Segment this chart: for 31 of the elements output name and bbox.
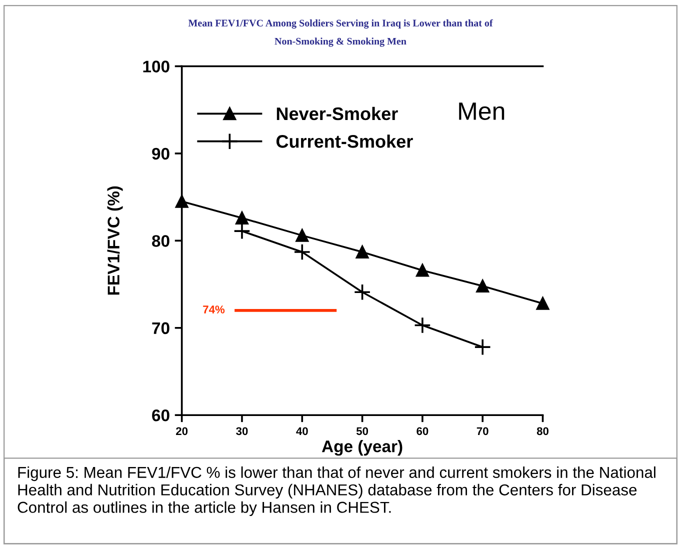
x-axis-title: Age (year)	[322, 440, 402, 456]
chart-title: Mean FEV1/FVC Among Soldiers Serving in Iraq is Lower than that of Non-Smoking & Smoking Men	[188, 19, 493, 47]
point	[536, 297, 550, 310]
x-tick-label: 30	[236, 427, 248, 436]
point	[474, 338, 492, 356]
point	[476, 280, 490, 292]
point	[356, 246, 369, 258]
annotation: Men	[459, 102, 504, 120]
point	[233, 222, 251, 240]
x-tick-label: 20	[176, 427, 188, 436]
point	[414, 316, 431, 334]
point	[236, 212, 248, 224]
y-tick-label: 80	[152, 235, 170, 247]
y-tick-label: 100	[143, 60, 170, 72]
legend-label: Never-Smoker	[276, 106, 398, 120]
x-tick-label: 50	[356, 427, 368, 436]
point	[354, 284, 371, 301]
y-tick-label: 70	[152, 322, 170, 334]
y-tick-label: 60	[152, 410, 170, 422]
point	[294, 243, 311, 261]
legend-label: Current-Smoker	[276, 134, 413, 148]
y-axis-title: FEV1/FVC (%)	[107, 186, 123, 295]
x-tick-label: 70	[476, 427, 488, 436]
point	[416, 264, 429, 277]
point	[296, 228, 309, 242]
x-tick-label: 60	[416, 427, 428, 436]
x-tick-label: 80	[536, 427, 548, 436]
caption: Figure 5: Mean FEV1/FVC % is lower than that of never and current smokers in the National Health and Nutrition Education Survey (NHANES) database from the Centers for Disease Control as outlines in the article by Hansen in CHEST.	[18, 466, 656, 516]
x-tick-label: 40	[296, 427, 308, 436]
annotation: 74%	[203, 306, 225, 314]
y-tick-label: 90	[152, 148, 170, 160]
